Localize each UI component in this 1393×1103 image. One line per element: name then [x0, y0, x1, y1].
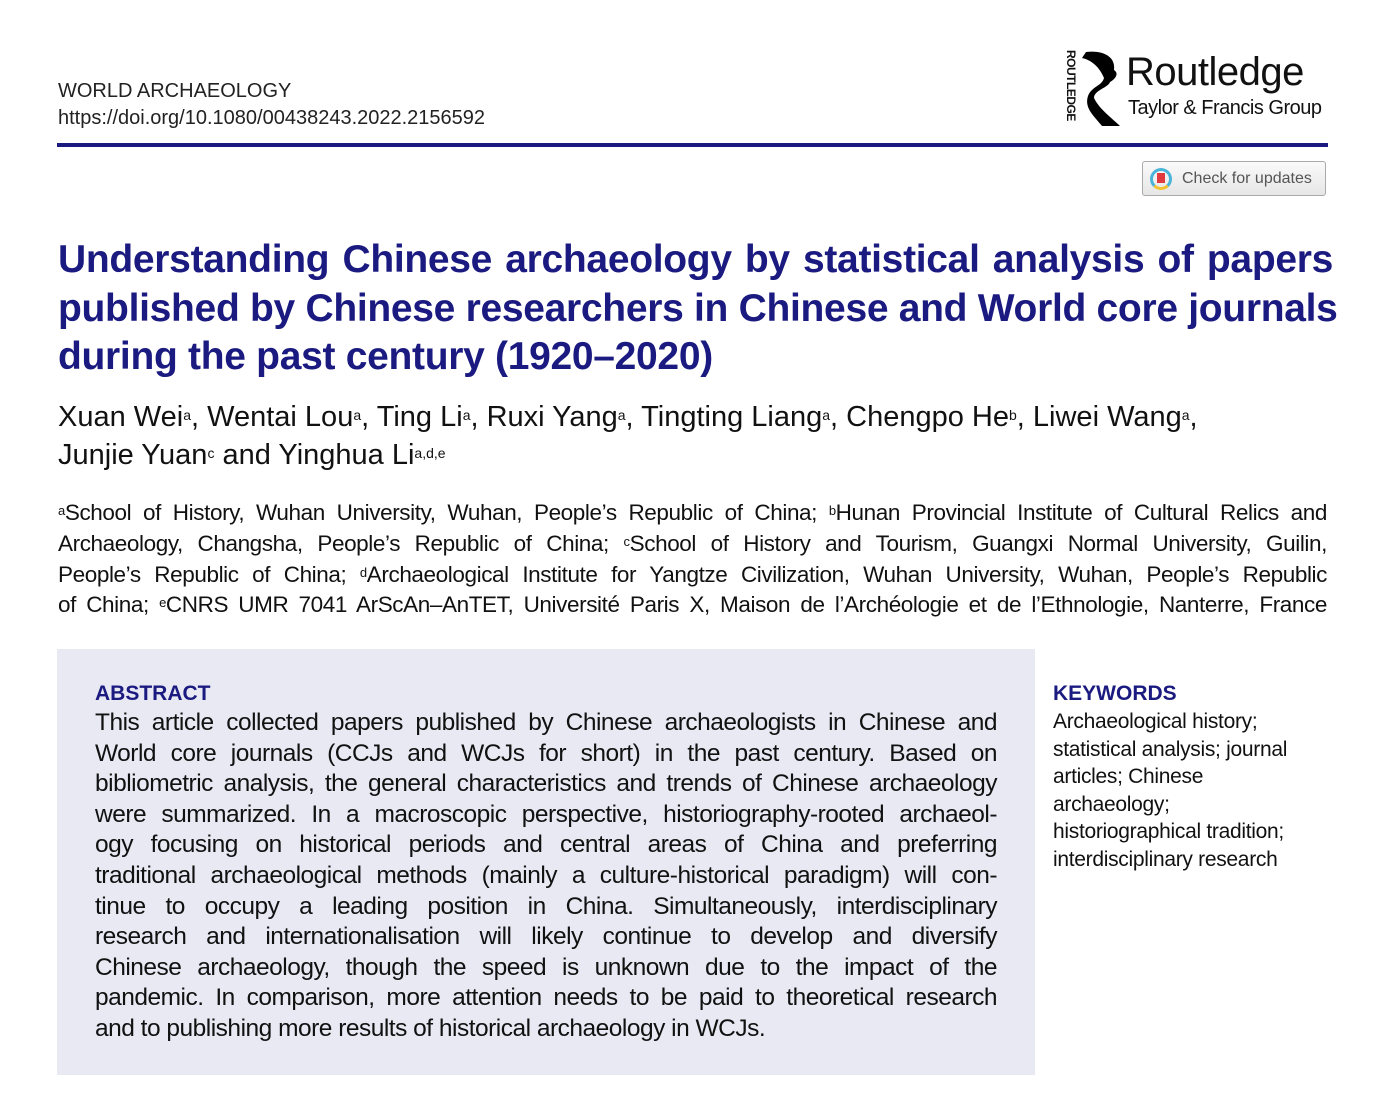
author-name[interactable]: Ruxi Yang — [486, 401, 618, 433]
abstract-heading: ABSTRACT — [95, 682, 211, 705]
keyword-line: articles; Chinese — [1053, 765, 1204, 789]
author-affiliation-mark: b — [1009, 407, 1017, 423]
keywords-list: Archaeological history; statistical analy… — [1053, 708, 1287, 874]
author-affiliation-mark: a — [1181, 407, 1190, 423]
title-line: during the past century (1920–2020) — [58, 335, 713, 378]
abstract-line: pandemic. In comparison, more attention … — [95, 984, 998, 1012]
author-list: Xuan Weia, Wentai Loua, Ting Lia, Ruxi Y… — [58, 398, 1198, 474]
abstract-line: ogy focusing on historical periods and c… — [95, 831, 998, 859]
title-line: published by Chinese researchers in Chin… — [58, 286, 1338, 330]
author-separator: and — [214, 439, 279, 471]
abstract-line: research and internationalisation will l… — [95, 923, 998, 951]
affiliation-text: CNRS UMR 7041 ArScAn–AnTET, Université P… — [165, 592, 1327, 618]
affiliation-mark: b — [828, 503, 836, 518]
author-line: Junjie Yuanc and Yinghua Lia,d,e — [58, 436, 1198, 474]
author-affiliation-mark: a — [353, 407, 362, 423]
affiliation-mark: a — [58, 503, 65, 518]
publisher-group: Taylor & Francis Group — [1128, 97, 1322, 119]
author-separator: , — [1016, 401, 1033, 433]
check-for-updates-button[interactable]: Check for updates — [1142, 161, 1326, 196]
abstract-line: World core journals (CCJs and WCJs for s… — [95, 739, 998, 767]
author-name[interactable]: Junjie Yuan — [58, 439, 208, 471]
author-separator: , — [191, 401, 208, 433]
abstract-line: This article collected papers published … — [95, 709, 998, 736]
author-affiliation-mark: a — [183, 407, 192, 423]
logo-vertical-text: ROUTLEDGE — [1064, 50, 1078, 121]
affiliation-text: Archaeological Institute for Yangtze Civ… — [366, 561, 1328, 587]
affiliation-text: Hunan Provincial Institute of Cultural R… — [835, 500, 1328, 525]
author-affiliation-mark: a — [617, 407, 626, 423]
abstract-text: This article collected papers published … — [95, 708, 998, 1045]
author-name[interactable]: Yinghua Li — [278, 439, 415, 471]
author-name[interactable]: Wentai Lou — [207, 401, 354, 433]
author-name[interactable]: Chengpo He — [846, 401, 1009, 433]
affiliation-line: People’s Republic of China; dArchaeologi… — [58, 560, 1327, 591]
keyword-line: archaeology; — [1053, 792, 1170, 816]
author-name[interactable]: Liwei Wang — [1032, 401, 1182, 433]
author-separator: , — [830, 401, 847, 433]
abstract-line: tinue to occupy a leading position in Ch… — [95, 892, 998, 920]
abstract-line: and to publishing more results of histor… — [95, 1014, 766, 1042]
abstract-line: were summarized. In a macroscopic perspe… — [95, 800, 998, 828]
author-name[interactable]: Xuan Wei — [58, 401, 184, 433]
affiliation-text: People’s Republic of China; — [58, 561, 360, 587]
routledge-logo: ROUTLEDGE Routledge Taylor & Francis Gro… — [1062, 50, 1332, 128]
keyword-line: statistical analysis; journal — [1053, 737, 1288, 761]
journal-name: WORLD ARCHAEOLOGY — [58, 80, 292, 102]
author-separator: , — [470, 401, 487, 433]
check-for-updates-label: Check for updates — [1182, 169, 1312, 187]
author-name[interactable]: Tingting Liang — [641, 401, 823, 433]
author-separator: , — [1189, 401, 1198, 433]
author-affiliation-mark: a,d,e — [414, 445, 446, 461]
affiliation-line: aSchool of History, Wuhan University, Wu… — [58, 498, 1327, 529]
abstract-box — [57, 649, 1035, 1075]
affiliation-line: of China; eCNRS UMR 7041 ArScAn–AnTET, U… — [58, 590, 1327, 621]
affiliation-line: Archaeology, Changsha, People’s Republic… — [58, 529, 1327, 560]
crossmark-icon — [1150, 167, 1172, 190]
abstract-line: bibliometric analysis, the general chara… — [95, 770, 998, 798]
affiliation-text: School of History and Tourism, Guangxi N… — [629, 530, 1328, 556]
doi-link[interactable]: https://doi.org/10.1080/00438243.2022.21… — [58, 107, 486, 129]
affiliation-text: of China; — [58, 592, 160, 618]
keyword-line: Archaeological history; — [1053, 710, 1258, 733]
affiliations: aSchool of History, Wuhan University, Wu… — [58, 498, 1327, 621]
publisher-brand: Routledge — [1126, 50, 1304, 94]
author-separator: , — [625, 401, 642, 433]
affiliation-text: School of History, Wuhan University, Wuh… — [64, 500, 829, 525]
author-line: Xuan Weia, Wentai Loua, Ting Lia, Ruxi Y… — [58, 398, 1198, 436]
author-affiliation-mark: a — [462, 407, 471, 423]
abstract-line: Chinese archaeology, though the speed is… — [95, 953, 998, 981]
abstract-line: traditional archaeological methods (main… — [95, 861, 998, 889]
author-affiliation-mark: a — [822, 407, 831, 423]
affiliation-mark: e — [159, 595, 166, 611]
title-line: Understanding Chinese archaeology by sta… — [58, 238, 1333, 281]
journal-header: WORLD ARCHAEOLOGY https://doi.org/10.108… — [58, 78, 485, 132]
keyword-line: interdisciplinary research — [1053, 847, 1278, 871]
author-separator: , — [361, 401, 377, 433]
affiliation-mark: c — [623, 533, 631, 549]
article-title: Understanding Chinese archaeology by sta… — [58, 236, 1338, 382]
routledge-head-icon — [1082, 51, 1120, 126]
affiliation-text: Archaeology, Changsha, People’s Republic… — [58, 530, 624, 556]
keywords-heading: KEYWORDS — [1053, 682, 1177, 705]
keyword-line: historiographical tradition; — [1053, 820, 1284, 844]
header-rule — [57, 143, 1328, 147]
affiliation-mark: d — [359, 564, 367, 580]
author-affiliation-mark: c — [207, 445, 215, 461]
author-name[interactable]: Ting Li — [376, 401, 463, 433]
